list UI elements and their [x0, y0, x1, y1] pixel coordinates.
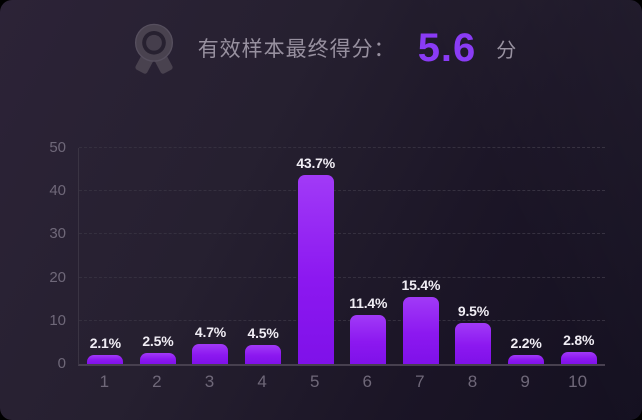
medal-icon [134, 23, 173, 74]
bar-value-label: 2.2% [510, 334, 542, 351]
bar-slot: 4.7% [184, 324, 237, 364]
bar-value-label: 2.5% [142, 333, 174, 350]
bar [350, 314, 387, 364]
score-value: 5.6 [417, 25, 477, 70]
bar [87, 354, 124, 364]
bar [560, 351, 597, 364]
gridline [79, 319, 605, 321]
y-tick-label: 50 [49, 139, 66, 156]
bar [245, 344, 282, 364]
x-tick-label: 7 [415, 372, 425, 391]
chart-header: 有效样本最终得分： 5.6 分 [0, 16, 642, 80]
x-tick-label: 10 [568, 372, 588, 391]
y-tick-label: 0 [57, 355, 66, 372]
x-tick-label: 8 [467, 372, 478, 391]
bar-slot: 2.8% [552, 332, 605, 364]
score-unit: 分 [496, 39, 517, 62]
bar-slot: 15.4% [395, 277, 448, 364]
gridline [79, 276, 605, 278]
x-tick-label: 6 [362, 372, 372, 391]
bar-value-label: 9.5% [457, 302, 490, 319]
bar-value-label: 2.1% [89, 334, 121, 351]
x-tick-label: 5 [309, 372, 320, 391]
x-tick-label: 1 [99, 372, 110, 391]
gridline [79, 233, 605, 235]
x-tick-label: 2 [152, 372, 162, 391]
bar [297, 175, 334, 364]
bar [139, 353, 176, 364]
x-tick-label: 9 [520, 372, 530, 391]
y-tick-label: 30 [49, 225, 66, 243]
bar-value-label: 15.4% [401, 277, 441, 294]
x-tick-label: 4 [257, 372, 267, 391]
x-tick-label: 3 [204, 372, 215, 391]
bar-slot: 4.5% [237, 325, 290, 364]
bar-slot: 11.4% [342, 295, 395, 364]
bar-value-label: 43.7% [296, 155, 336, 172]
bar [455, 322, 492, 364]
bar [402, 297, 439, 364]
bar [192, 343, 229, 364]
y-tick-label: 40 [49, 182, 66, 200]
bar-slot: 43.7% [289, 155, 342, 364]
bar-slot: 2.2% [500, 334, 553, 364]
x-axis-ticks: 1 2 3 4 5 6 7 8 9 10 [78, 372, 604, 392]
bar-slot: 9.5% [447, 303, 500, 364]
bar-slot: 2.1% [79, 335, 132, 364]
gridline [79, 147, 605, 148]
bar-chart-plot: 2.1% 2.5% 4.7% 4.5% 43.7% 11.4% 15.4% 9.5% 2.2% 2… [78, 147, 605, 366]
gridline [79, 190, 605, 192]
bar [508, 354, 545, 364]
y-tick-label: 20 [49, 268, 66, 286]
chart-title: 有效样本最终得分： [197, 38, 396, 61]
bars-container: 2.1% 2.5% 4.7% 4.5% 43.7% 11.4% 15.4% 9.5% 2.2% 2… [79, 148, 605, 364]
bar-value-label: 11.4% [349, 294, 388, 311]
bar-value-label: 4.5% [247, 324, 279, 341]
bar-slot: 2.5% [132, 333, 185, 364]
bar-value-label: 2.8% [563, 331, 595, 348]
bar-value-label: 4.7% [194, 323, 227, 340]
y-tick-label: 10 [49, 311, 66, 329]
